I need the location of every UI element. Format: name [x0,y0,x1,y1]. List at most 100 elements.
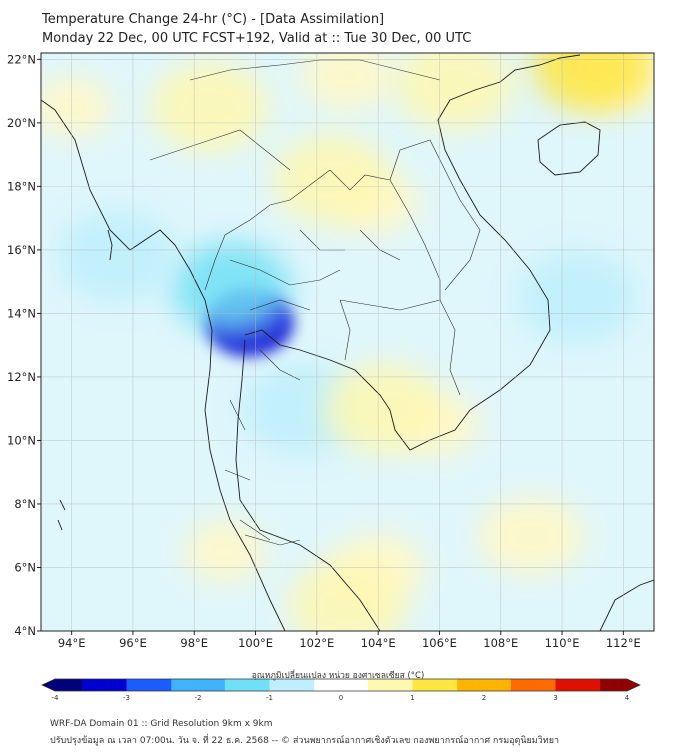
laos-vietnam-border [389,139,481,291]
colorbar-segment [448,679,458,691]
colorbar-segment [367,679,378,691]
thailand-cambodia-border [339,299,351,361]
colorbar-segment [492,679,503,691]
colorbar-segment [117,679,127,691]
colorbar-segment [171,679,181,691]
colorbar-segment [99,679,109,691]
colorbar-tick-label: -3 [123,694,130,702]
colorbar-segment [242,679,252,691]
andaman-islands [57,229,113,531]
colorbar-tick-label: 0 [339,694,343,702]
gulf-coastline [244,329,471,451]
colorbar-segment [430,679,440,691]
colorbar-segment [528,679,538,691]
forecast-valid-time: Monday 22 Dec, 00 UTC FCST+192, Valid at… [42,31,472,46]
colorbar-segment [323,679,333,691]
credit-line: ปรับปรุงข้อมูล ณ เวลา 07:00น. วัน จ. ที่… [50,736,560,746]
colorbar-segment [618,679,628,691]
latitude-axis: 22°N 20°N 18°N 16°N 14°N 12°N 10°N 8°N 6°N 4°N [7,52,41,638]
hainan-island [537,121,601,176]
colorbar-segment [394,679,404,691]
graticule [41,53,654,631]
colorbar-segment [376,679,386,691]
colorbar-tick-label: -4 [52,694,60,702]
warm-band [477,496,586,576]
colorbar-segment [564,679,574,691]
colorbar-segment [403,679,413,691]
colorbar-tick-label: -2 [195,694,202,702]
field-central-thailand-cool [171,242,291,335]
lat-tick-label: 6°N [14,560,36,574]
colorbar-segment [349,679,360,691]
lat-tick-label: 20°N [7,116,36,130]
lon-tick-label: 104°E [361,636,396,650]
warm-band [299,53,396,111]
colorbar-segment [162,679,172,691]
colorbar-tick-label: 1 [410,694,414,702]
lon-tick-label: 110°E [545,636,580,650]
colorbar-segment [233,679,243,691]
colorbar-segment [153,679,163,691]
warm-band [182,520,267,583]
colorbar-segment [466,679,476,691]
colorbar-max-extend [627,679,640,691]
plot-area [41,53,654,631]
colorbar-segment [600,679,610,691]
colorbar-segment [421,679,431,691]
colorbar-segment [510,679,521,691]
lat-tick-label: 12°N [7,370,36,384]
colorbar-segment [278,679,288,691]
longitude-axis: 94°E 96°E 98°E 100°E 102°E 104°E 106°E 108°E 110… [58,631,641,650]
colorbar: -4 -3 -2 -1 0 1 2 3 4 [41,678,641,702]
colorbar-segment [332,679,342,691]
colorbar-segment [215,679,226,691]
colorbar-min-extend [42,679,55,691]
colorbar-segment [189,679,199,691]
west-coastline [41,99,286,631]
lon-tick-label: 108°E [483,636,518,650]
colorbar-segment [90,679,100,691]
colorbar-segment [55,679,65,691]
colorbar-segment [582,679,592,691]
colorbar-tick-label: -1 [266,694,273,702]
map-title: Temperature Change 24-hr (°C) - [Data As… [42,12,385,27]
lon-tick-label: 96°E [119,636,147,650]
lat-tick-label: 10°N [7,433,36,447]
colorbar-tick-label: 4 [625,694,630,702]
colorbar-segment [546,679,556,691]
colorbar-segment [591,679,601,691]
colorbar-segment [180,679,190,691]
colorbar-segment [269,679,279,691]
lon-tick-label: 106°E [422,636,457,650]
lat-tick-label: 18°N [7,179,36,193]
field-gulf-tonkin-warm [532,53,653,112]
model-info: WRF-DA Domain 01 :: Grid Resolution 9km … [50,719,273,729]
colorbar-segment [81,679,92,691]
myanmar-interior [149,129,291,171]
colorbar-tick-label: 3 [553,694,557,702]
colorbar-segment [224,679,235,691]
colorbar-segments [41,678,641,692]
colorbar-label: อุณหภูมิเปลี่ยนแปลง หน่วย องศาเซลเซียส (… [251,671,425,681]
colorbar-segment [358,679,369,691]
colorbar-segment [135,679,145,691]
colorbar-segment [484,679,494,691]
peninsula-east-coast [235,339,381,631]
colorbar-segment [609,679,619,691]
colorbar-segment [519,679,529,691]
colorbar-segment [63,679,74,691]
china-border [189,59,441,81]
colorbar-segment [475,679,485,691]
colorbar-segment [251,679,261,691]
malaysia-border [244,534,301,546]
colorbar-segment [287,679,297,691]
field-north-laos-warm [272,134,392,227]
lat-tick-label: 4°N [14,624,36,638]
colorbar-outline [41,678,641,692]
thailand-laos-border [329,169,441,311]
colorbar-segment [439,679,449,691]
colorbar-segment [314,679,324,691]
lon-tick-label: 112°E [606,636,641,650]
lat-tick-label: 8°N [14,497,36,511]
